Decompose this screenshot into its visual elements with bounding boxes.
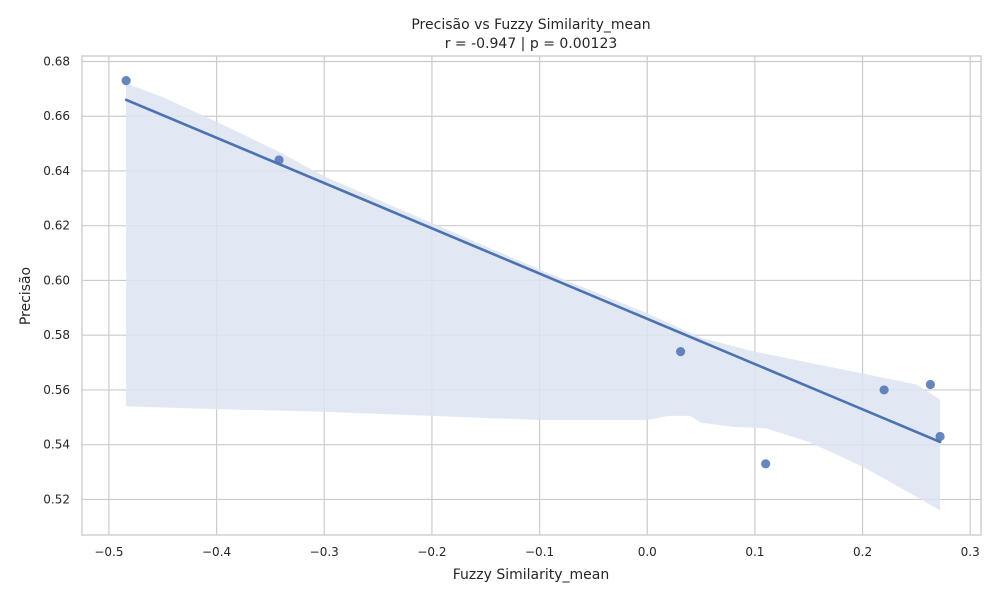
x-tick-label: −0.3 — [310, 545, 339, 559]
confidence-band — [126, 83, 941, 511]
x-tick-label: 0.1 — [745, 545, 764, 559]
chart-subtitle: r = -0.947 | p = 0.00123 — [445, 36, 618, 52]
chart-title: Precisão vs Fuzzy Similarity_mean — [411, 17, 650, 33]
x-tick-label: 0.3 — [961, 545, 980, 559]
x-tick-label: −0.1 — [525, 545, 554, 559]
data-point — [935, 431, 945, 442]
x-tick-label: −0.2 — [417, 545, 446, 559]
y-tick-label: 0.60 — [43, 273, 70, 287]
y-tick-labels: 0.52 0.54 0.56 0.58 0.60 0.62 0.64 0.66 0.68 — [43, 54, 70, 506]
x-tick-label: 0.0 — [638, 545, 657, 559]
y-tick-label: 0.52 — [43, 492, 70, 506]
data-point — [761, 459, 771, 469]
regression-line — [124, 98, 942, 444]
y-tick-label: 0.54 — [43, 438, 70, 452]
y-tick-label: 0.58 — [43, 328, 70, 342]
data-point — [274, 155, 284, 165]
data-point — [121, 76, 131, 86]
x-tick-label: 0.2 — [853, 545, 872, 559]
y-tick-label: 0.68 — [43, 54, 70, 68]
y-axis-label: Precisão — [18, 267, 34, 325]
x-axis-label: Fuzzy Similarity_mean — [453, 567, 610, 583]
data-point — [925, 379, 935, 390]
y-tick-label: 0.56 — [43, 383, 70, 397]
data-point — [676, 347, 686, 357]
plot-frame — [81, 55, 982, 536]
y-tick-label: 0.66 — [43, 109, 70, 123]
x-tick-label: −0.4 — [202, 545, 231, 559]
y-tick-label: 0.64 — [43, 164, 70, 178]
x-tick-labels: −0.5 −0.4 −0.3 −0.2 −0.1 0.0 0.1 0.2 0.3 — [94, 545, 979, 559]
x-tick-label: −0.5 — [94, 545, 123, 559]
data-point — [879, 385, 889, 395]
y-tick-label: 0.62 — [43, 219, 70, 233]
data-points — [121, 76, 945, 469]
